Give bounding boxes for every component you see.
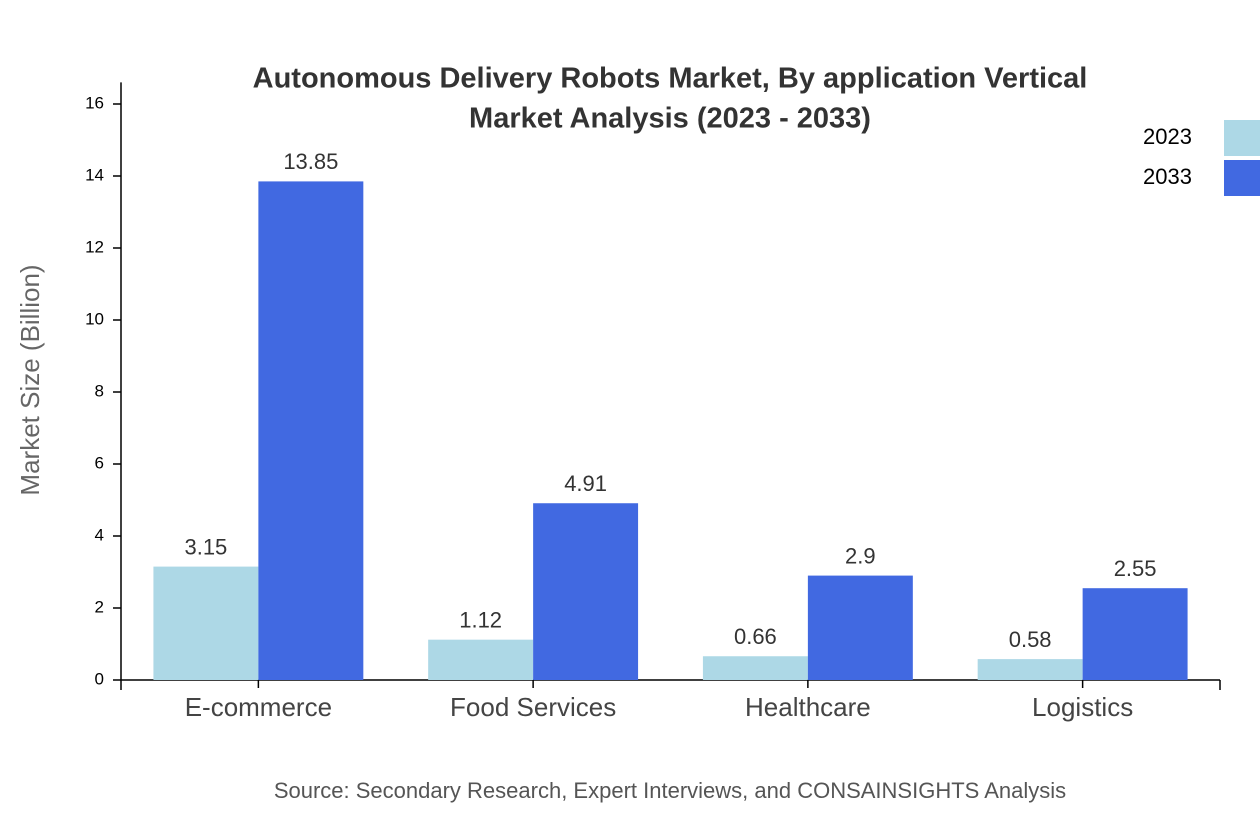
x-tick-label: E-commerce: [185, 692, 332, 722]
legend-swatch: [1224, 120, 1260, 156]
value-label: 3.15: [184, 534, 227, 559]
y-tick-label: 8: [95, 381, 104, 400]
bar: [702, 656, 808, 680]
x-tick-label: Healthcare: [745, 692, 871, 722]
value-label: 2.9: [845, 543, 876, 568]
value-label: 13.85: [283, 149, 338, 174]
value-label: 0.58: [1009, 627, 1052, 652]
bar: [807, 575, 913, 680]
bar: [153, 566, 259, 680]
y-tick-label: 14: [85, 165, 104, 184]
legend-label: 2033: [1143, 164, 1192, 189]
x-tick-label: Food Services: [450, 692, 616, 722]
chart-title: Market Analysis (2023 - 2033): [469, 103, 871, 135]
legend-label: 2023: [1143, 124, 1192, 149]
legend-swatch: [1224, 160, 1260, 196]
y-tick-label: 12: [85, 237, 104, 256]
y-axis-label: Market Size (Billion): [15, 264, 45, 495]
bar: [428, 639, 534, 680]
bar: [977, 659, 1083, 680]
y-tick-label: 2: [95, 597, 104, 616]
value-label: 4.91: [564, 471, 607, 496]
source-note: Source: Secondary Research, Expert Inter…: [274, 778, 1066, 803]
bar: [533, 503, 639, 680]
chart-title: Autonomous Delivery Robots Market, By ap…: [253, 63, 1088, 95]
bar: [1082, 588, 1188, 680]
x-tick-label: Logistics: [1032, 692, 1133, 722]
value-label: 0.66: [734, 624, 777, 649]
y-tick-label: 0: [95, 669, 104, 688]
value-label: 1.12: [459, 607, 502, 632]
bar: [258, 181, 364, 680]
value-label: 2.55: [1114, 556, 1157, 581]
y-tick-label: 10: [85, 309, 104, 328]
y-tick-label: 6: [95, 453, 104, 472]
y-tick-label: 16: [85, 93, 104, 112]
y-tick-label: 4: [95, 525, 104, 544]
